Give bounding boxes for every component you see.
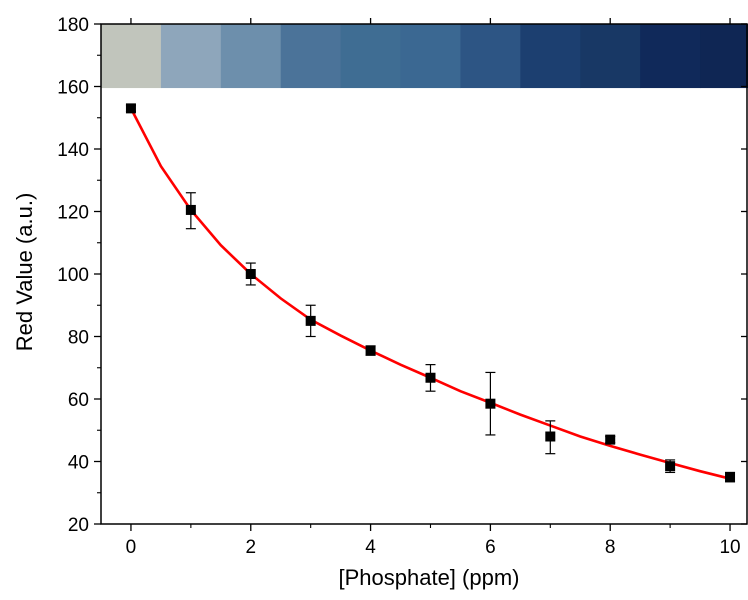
y-tick-label: 140 — [57, 140, 89, 161]
x-tick-label: 10 — [719, 537, 740, 558]
point-marker — [305, 315, 316, 326]
x-axis-label: [Phosphate] (ppm) — [339, 565, 520, 590]
data-point — [125, 103, 136, 114]
data-points-layer — [125, 103, 736, 483]
point-marker — [545, 431, 556, 442]
data-point — [725, 471, 736, 483]
data-point — [545, 420, 556, 455]
point-marker — [605, 434, 616, 445]
color-swatch — [460, 24, 521, 89]
color-swatch — [280, 24, 342, 89]
point-marker — [665, 461, 676, 472]
data-point — [485, 371, 496, 436]
x-tick-label: 8 — [605, 537, 616, 558]
y-tick-label: 60 — [68, 390, 89, 411]
color-swatch — [400, 24, 461, 89]
data-point — [365, 345, 376, 356]
data-point — [665, 459, 676, 474]
point-marker — [425, 372, 436, 383]
color-swatch — [580, 24, 641, 89]
axes: 0 2 4 6 8 10 20 40 60 80 100 120 140 160 180 — [57, 15, 748, 558]
color-swatch — [640, 24, 701, 89]
x-tick-label: 2 — [245, 537, 256, 558]
color-swatch — [700, 24, 748, 89]
x-tick-label: 6 — [485, 537, 496, 558]
data-point — [245, 262, 256, 286]
point-marker — [125, 103, 136, 114]
x-tick-label: 0 — [126, 537, 137, 558]
color-swatch — [340, 24, 402, 89]
x-tick-label: 4 — [365, 537, 376, 558]
data-point — [425, 364, 436, 392]
y-tick-label: 180 — [57, 15, 89, 36]
point-marker — [365, 345, 376, 356]
y-tick-label: 160 — [57, 78, 89, 99]
point-marker — [485, 398, 496, 409]
color-swatch — [220, 24, 282, 89]
color-swatch-strip — [101, 24, 748, 89]
point-marker — [245, 269, 256, 279]
y-tick-label: 20 — [68, 515, 89, 536]
color-swatch — [101, 24, 162, 89]
data-point — [185, 192, 196, 230]
data-point — [605, 434, 616, 445]
point-marker — [185, 204, 196, 215]
y-tick-label: 40 — [68, 453, 89, 474]
data-point — [305, 304, 316, 338]
y-axis-label: Red Value (a.u.) — [12, 193, 37, 352]
y-tick-label: 80 — [68, 328, 89, 349]
point-marker — [725, 472, 736, 483]
color-swatch — [160, 24, 222, 89]
y-tick-label: 120 — [57, 203, 89, 224]
y-tick-label: 100 — [57, 265, 89, 286]
color-swatch — [520, 24, 581, 89]
